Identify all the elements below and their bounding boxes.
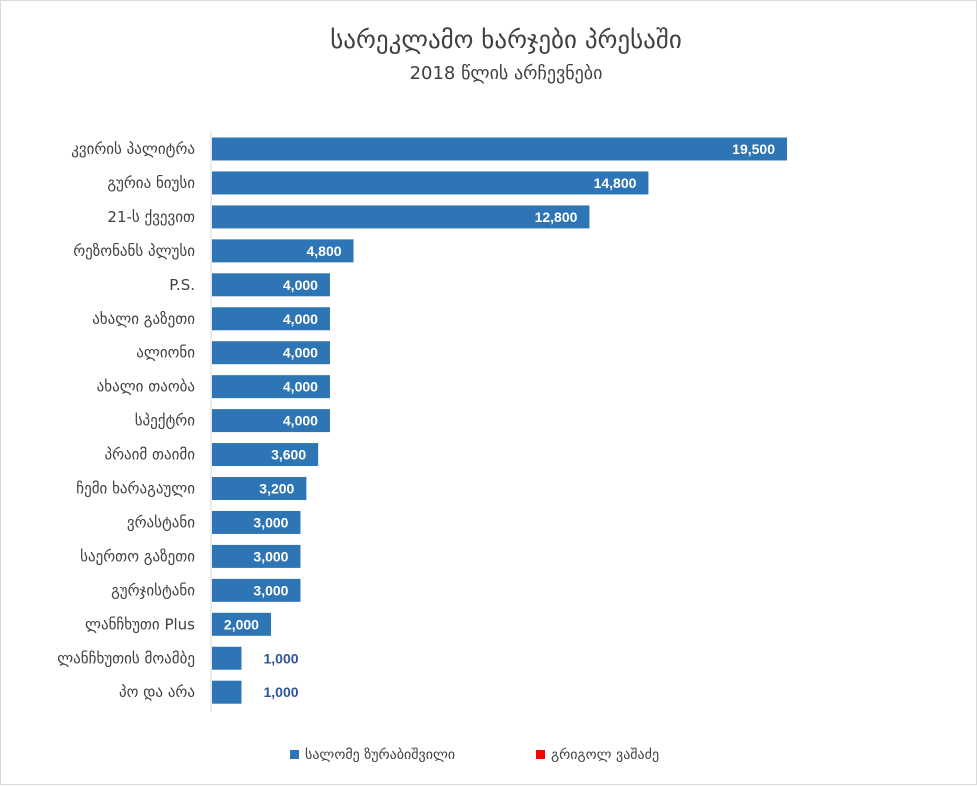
category-label: 21-ს ქვევით (107, 208, 195, 226)
category-label: კვირის პალიტრა (71, 140, 195, 158)
category-label: საერთო გაზეთი (80, 547, 195, 565)
bar (212, 578, 301, 602)
legend: სალომე ზურაბიშვილი გრიგოლ ვაშაძე (290, 746, 659, 763)
data-label: 1,000 (263, 684, 298, 700)
data-label: 1,000 (263, 650, 298, 666)
data-label: 4,800 (306, 243, 341, 259)
data-label: 3,600 (271, 447, 306, 463)
bar (212, 375, 330, 399)
bar (212, 510, 301, 534)
data-label: 3,000 (253, 582, 288, 598)
legend-label-series-1: სალომე ზურაბიშვილი (305, 746, 455, 763)
data-label: 3,000 (253, 548, 288, 564)
bar (212, 273, 330, 297)
bar (212, 239, 354, 263)
category-label: ალიონი (136, 344, 195, 362)
bar (212, 205, 590, 229)
data-label: 19,500 (732, 141, 775, 157)
category-labels: კვირის პალიტრა გურია ნიუსი 21-ს ქვევით რეზო… (57, 140, 195, 701)
bar (212, 341, 330, 365)
bar (212, 544, 301, 568)
chart-subtitle: 2018 წლის არჩევნები (410, 63, 603, 84)
bar (212, 409, 330, 433)
data-label: 14,800 (594, 175, 637, 191)
bar (212, 443, 319, 467)
legend-swatch-series-2 (536, 750, 545, 759)
legend-label-series-2: გრიგოლ ვაშაძე (551, 746, 659, 763)
bar (212, 612, 271, 636)
category-label: პრაიმ თაიმი (104, 446, 195, 464)
chart-title: სარეკლამო ხარჯები პრესაში (330, 25, 682, 54)
category-label: ჩემი ხარაგაული (76, 480, 195, 498)
data-label: 4,000 (283, 277, 318, 293)
data-label: 12,800 (535, 209, 578, 225)
bar (212, 307, 330, 331)
bar (212, 680, 242, 704)
legend-swatch-series-1 (290, 750, 299, 759)
category-label: ლანჩხუთის მოამბე (57, 649, 195, 667)
bar (212, 171, 649, 195)
data-label: 3,200 (259, 481, 294, 497)
data-label: 4,000 (283, 345, 318, 361)
value-labels: 19,500 14,800 12,800 4,800 4,000 4,000 4,000 4,… (224, 141, 775, 700)
category-label: გურჯისტანი (111, 581, 195, 599)
category-label: ახალი თაობა (97, 378, 195, 396)
data-label: 2,000 (224, 616, 259, 632)
category-label: ვრასტანი (127, 513, 195, 531)
category-label: რეზონანს პლუსი (73, 242, 195, 260)
category-label: ლანჩხუთი Plus (85, 615, 195, 633)
bar (212, 477, 307, 500)
data-label: 4,000 (283, 413, 318, 429)
category-label: ახალი გაზეთი (92, 310, 195, 328)
bar (212, 137, 787, 161)
category-label: სპექტრი (135, 412, 196, 430)
data-label: 4,000 (283, 311, 318, 327)
category-label: პო და არა (119, 683, 195, 701)
bars (212, 137, 787, 704)
data-label: 3,000 (253, 514, 288, 530)
bar (212, 646, 242, 670)
data-label: 4,000 (283, 379, 318, 395)
category-label: P.S. (169, 276, 195, 294)
category-label: გურია ნიუსი (107, 174, 195, 192)
